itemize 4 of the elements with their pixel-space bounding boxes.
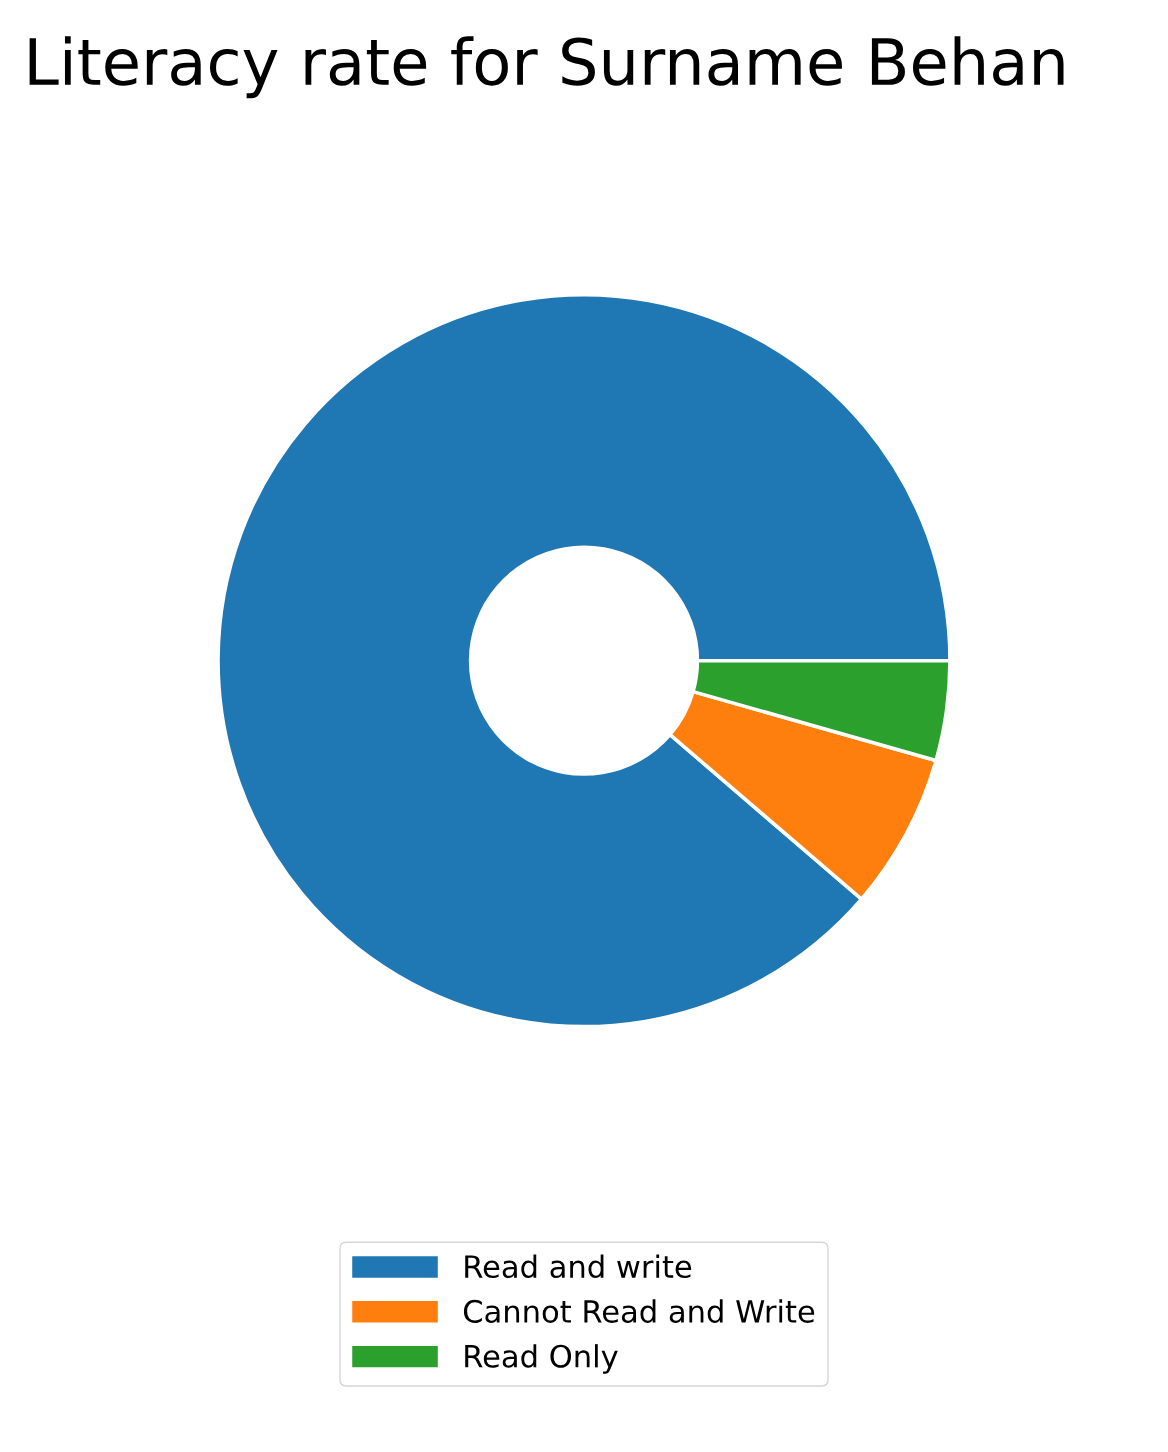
- legend-label: Read Only: [465, 1344, 618, 1374]
- legend-label: Cannot Read and Write: [463, 1299, 815, 1323]
- chart-title: Literacy rate for Surname Behan: [29, 36, 1064, 99]
- legend-label: Read and write: [465, 1254, 692, 1279]
